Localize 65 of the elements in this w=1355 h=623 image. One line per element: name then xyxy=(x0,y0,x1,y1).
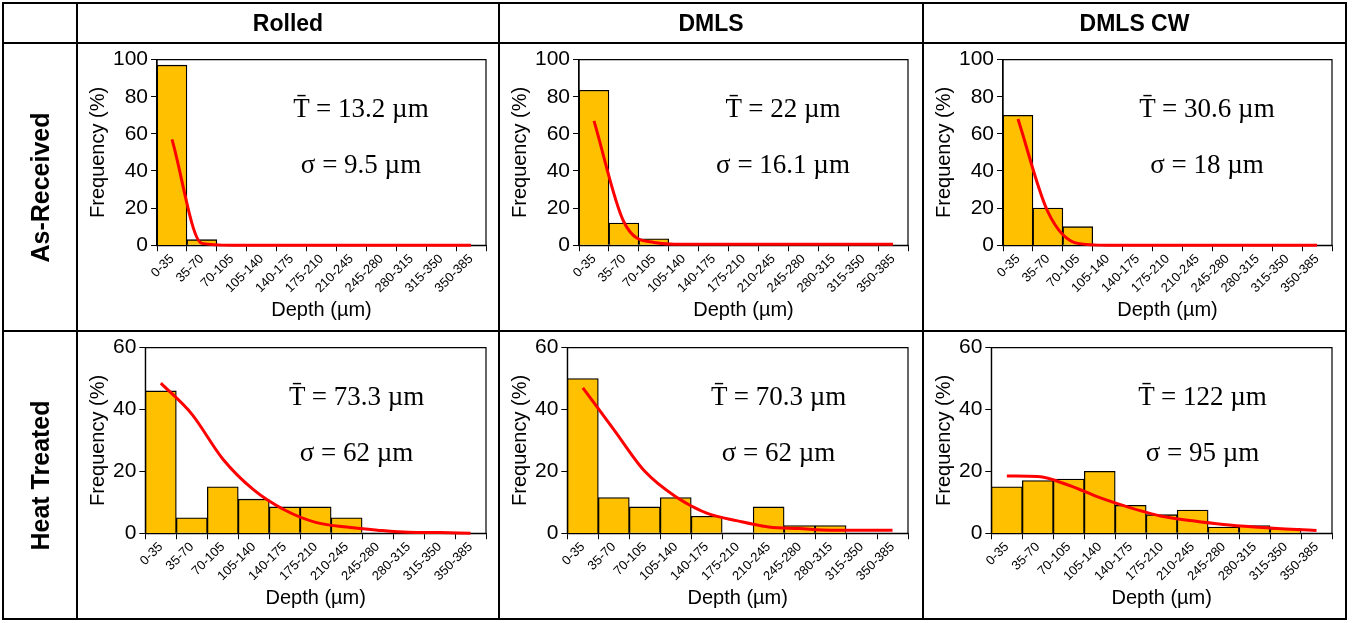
y-tick-label: 0 xyxy=(136,232,149,256)
x-axis-title: Depth (µm) xyxy=(271,297,372,320)
annotation: T̄ = 73.3 µm xyxy=(288,380,425,411)
annotation: σ = 62 µm xyxy=(299,436,414,467)
annotation: σ = 62 µm xyxy=(721,436,836,467)
y-tick-label: 60 xyxy=(970,120,995,144)
y-axis-title: Frequency (%) xyxy=(931,86,954,218)
x-tick-label: 0-35 xyxy=(993,250,1023,280)
annotation: σ = 18 µm xyxy=(1150,148,1264,179)
y-tick-label: 0 xyxy=(546,520,559,544)
y-tick-label: 40 xyxy=(546,157,571,181)
chart-title: Rolled xyxy=(78,4,500,44)
y-axis-title: Frequency (%) xyxy=(85,86,108,218)
y-axis-title: Frequency (%) xyxy=(931,374,954,506)
y-tick-label: 20 xyxy=(959,458,983,482)
annotation: T̄ = 30.6 µm xyxy=(1139,92,1275,123)
x-axis-title: Depth (µm) xyxy=(687,585,788,608)
y-tick-label: 20 xyxy=(535,458,559,482)
y-axis-title: Frequency (%) xyxy=(507,374,530,506)
y-tick-label: 60 xyxy=(959,334,983,358)
y-tick-label: 100 xyxy=(112,46,149,70)
annotation: σ = 9.5 µm xyxy=(300,148,422,179)
x-tick-label: 0-35 xyxy=(558,538,588,568)
annotation: T̄ = 13.2 µm xyxy=(293,92,429,123)
y-tick-label: 80 xyxy=(124,83,149,107)
y-tick-label: 60 xyxy=(113,334,137,358)
y-tick-label: 0 xyxy=(124,520,137,544)
y-tick-label: 100 xyxy=(958,46,995,70)
x-tick-label: 0-35 xyxy=(569,250,599,280)
x-tick-label: 0-35 xyxy=(982,538,1012,568)
annotation: σ = 16.1 µm xyxy=(716,148,850,179)
y-tick-label: 80 xyxy=(546,83,571,107)
y-tick-label: 100 xyxy=(534,46,571,70)
y-tick-label: 60 xyxy=(124,120,149,144)
x-tick-label: 0-35 xyxy=(136,538,166,568)
y-tick-label: 20 xyxy=(113,458,137,482)
x-tick-label: 0-35 xyxy=(147,250,177,280)
y-tick-label: 20 xyxy=(970,194,995,218)
y-axis-title: Frequency (%) xyxy=(507,86,530,218)
x-axis-title: Depth (µm) xyxy=(1117,297,1218,320)
annotation: T̄ = 122 µm xyxy=(1138,380,1267,411)
y-tick-label: 0 xyxy=(982,232,995,256)
y-tick-label: 60 xyxy=(535,334,559,358)
x-axis-title: Depth (µm) xyxy=(1111,585,1212,608)
y-tick-label: 0 xyxy=(970,520,983,544)
x-axis-title: Depth (µm) xyxy=(693,297,794,320)
y-tick-label: 40 xyxy=(124,157,149,181)
y-axis-title: Frequency (%) xyxy=(85,374,108,506)
text: Heat Treated xyxy=(25,399,55,551)
y-tick-label: 20 xyxy=(546,194,571,218)
chart-title: DMLS xyxy=(500,4,924,44)
y-tick-label: 40 xyxy=(970,157,995,181)
y-tick-label: 0 xyxy=(558,232,571,256)
chart-title: DMLS CW xyxy=(924,4,1347,44)
x-axis-title: Depth (µm) xyxy=(265,585,366,608)
annotation: T̄ = 22 µm xyxy=(725,92,841,123)
y-tick-label: 40 xyxy=(535,396,559,420)
y-tick-label: 40 xyxy=(959,396,983,420)
text: As-Received xyxy=(25,111,55,263)
y-tick-label: 60 xyxy=(546,120,571,144)
annotation: T̄ = 70.3 µm xyxy=(710,380,847,411)
y-tick-label: 80 xyxy=(970,83,995,107)
annotation: σ = 95 µm xyxy=(1145,436,1260,467)
y-tick-label: 40 xyxy=(113,396,137,420)
y-tick-label: 20 xyxy=(124,194,149,218)
